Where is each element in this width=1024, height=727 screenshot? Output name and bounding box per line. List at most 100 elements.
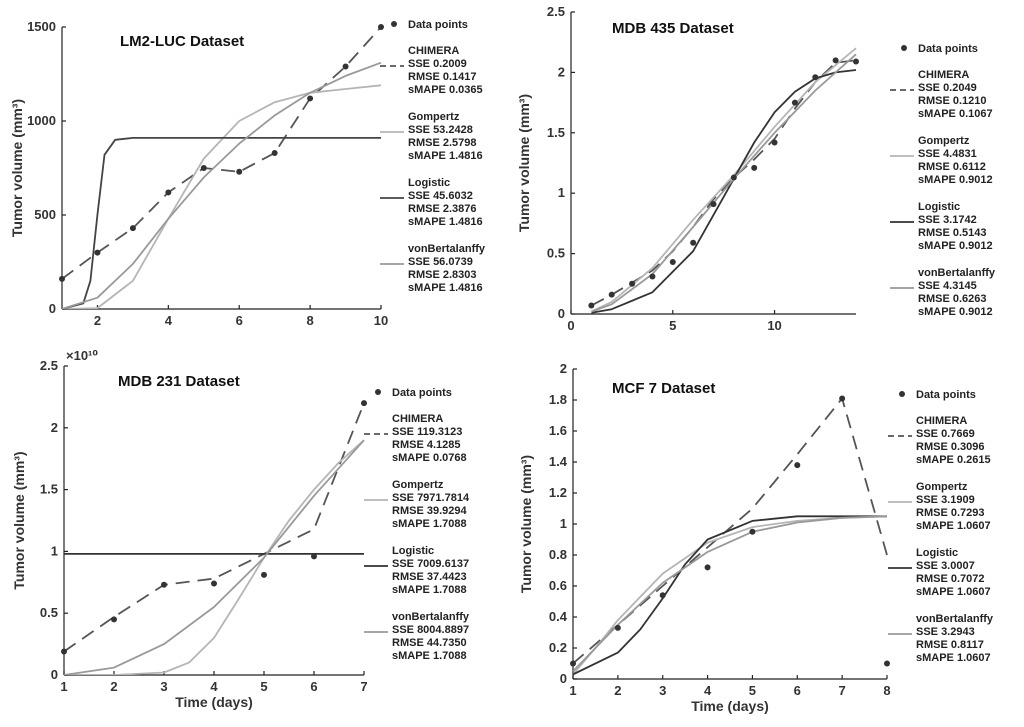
data-point bbox=[794, 462, 801, 469]
x-tick-label: 1 bbox=[60, 679, 67, 694]
x-tick-label: 7 bbox=[839, 683, 846, 698]
data-point bbox=[730, 174, 737, 181]
series-line-logistic bbox=[62, 136, 381, 309]
legend-label-data-points: Data points bbox=[916, 389, 976, 401]
legend-metric: SSE 8004.8897 bbox=[392, 624, 469, 636]
legend-series-name: CHIMERA bbox=[408, 45, 459, 57]
series-line-chimera bbox=[62, 26, 382, 280]
data-point bbox=[832, 57, 839, 64]
series-line-gompertz bbox=[62, 84, 382, 309]
legend-metric: SSE 3.1909 bbox=[916, 494, 975, 506]
legend-label-data-points: Data points bbox=[392, 387, 452, 399]
data-point bbox=[771, 139, 778, 146]
legend-metric: RMSE 37.4423 bbox=[392, 571, 467, 583]
data-point bbox=[94, 249, 101, 256]
data-point bbox=[342, 63, 349, 70]
series-line-vonbertalanffy bbox=[62, 61, 382, 309]
legend-metric: RMSE 0.8117 bbox=[916, 639, 984, 651]
data-point bbox=[236, 168, 243, 175]
legend-series-name: CHIMERA bbox=[392, 413, 443, 425]
chart-title: MDB 435 Dataset bbox=[612, 20, 734, 37]
y-tick-label: 0.6 bbox=[549, 578, 567, 593]
data-point bbox=[608, 291, 615, 298]
legend-metric: sMAPE 1.7088 bbox=[392, 650, 467, 662]
y-scale-note: ×10¹⁰ bbox=[66, 348, 98, 363]
legend-metric: RMSE 0.1210 bbox=[918, 95, 986, 107]
x-tick-label: 4 bbox=[165, 313, 173, 328]
y-tick-label: 1500 bbox=[27, 19, 56, 34]
legend-metric: SSE 53.2428 bbox=[408, 124, 473, 136]
chart-4: 1 2 3 4 5 6 7 8 0 0.2 0.4 0.6 0.8 1 1.2 1.4 1.6 1.8 2 Tumor… bbox=[518, 361, 994, 714]
data-point bbox=[710, 201, 717, 208]
y-tick-label: 0 bbox=[560, 671, 567, 686]
legend-series-name: Gompertz bbox=[916, 481, 968, 493]
x-tick-label: 8 bbox=[306, 313, 313, 328]
series-line-logistic bbox=[573, 515, 887, 676]
y-tick-label: 2.5 bbox=[547, 4, 565, 19]
y-tick-label: 0.5 bbox=[40, 605, 58, 620]
chart-3: 1 2 3 4 5 6 7 0 0.5 1 1.5 2 2.5 ×10¹⁰ Tumor volume (mm… bbox=[11, 348, 470, 710]
chart-2: 0 5 10 0 0.5 1 1.5 2 2.5 Tumor volume (mm³) MDB 43… bbox=[516, 4, 996, 333]
y-tick-label: 1 bbox=[560, 516, 567, 531]
y-tick-label: 1.4 bbox=[549, 454, 568, 469]
legend-series-name: CHIMERA bbox=[916, 415, 967, 427]
y-axis-label: Tumor volume (mm³) bbox=[9, 99, 25, 237]
y-axis-label: Tumor volume (mm³) bbox=[516, 94, 532, 232]
y-tick-label: 2 bbox=[51, 420, 58, 435]
legend-metric: RMSE 0.6112 bbox=[918, 161, 986, 173]
data-point bbox=[749, 528, 756, 535]
series-line-gompertz bbox=[64, 439, 365, 675]
legend-metric: sMAPE 0.0365 bbox=[408, 84, 483, 96]
chart-title: LM2-LUC Dataset bbox=[120, 33, 244, 50]
legend-series-name: Logistic bbox=[408, 177, 450, 189]
legend-series-name: Gompertz bbox=[918, 135, 970, 147]
y-tick-label: 1.6 bbox=[549, 423, 567, 438]
legend-metric: sMAPE 1.4816 bbox=[408, 216, 483, 228]
series-line-chimera bbox=[590, 59, 857, 307]
data-point bbox=[111, 616, 117, 623]
legend-metric: RMSE 2.8303 bbox=[408, 269, 476, 281]
y-tick-label: 0 bbox=[51, 667, 58, 682]
legend-metric: sMAPE 1.0607 bbox=[916, 520, 991, 532]
x-tick-label: 5 bbox=[669, 318, 676, 333]
legend-metric: SSE 56.0739 bbox=[408, 256, 473, 268]
data-point bbox=[271, 149, 278, 156]
data-point bbox=[588, 302, 595, 309]
data-point bbox=[614, 624, 621, 631]
legend-label-data-points: Data points bbox=[918, 43, 978, 55]
legend-metric: sMAPE 0.9012 bbox=[918, 306, 993, 318]
data-point bbox=[129, 225, 136, 232]
legend-metric: SSE 4.3145 bbox=[918, 280, 977, 292]
legend-marker-data-points bbox=[899, 391, 905, 397]
x-tick-label: 8 bbox=[883, 683, 890, 698]
x-tick-label: 4 bbox=[704, 683, 712, 698]
x-tick-label: 6 bbox=[794, 683, 801, 698]
y-tick-label: 2 bbox=[560, 361, 567, 376]
data-point bbox=[751, 164, 758, 171]
legend-metric: sMAPE 0.9012 bbox=[918, 174, 993, 186]
legend-series-name: CHIMERA bbox=[918, 69, 969, 81]
y-tick-label: 2.5 bbox=[40, 358, 58, 373]
x-tick-label: 6 bbox=[236, 313, 243, 328]
legend-metric: SSE 3.0007 bbox=[916, 560, 975, 572]
data-point bbox=[261, 571, 267, 578]
x-tick-label: 2 bbox=[94, 313, 101, 328]
y-tick-label: 0.8 bbox=[549, 547, 567, 562]
x-tick-label: 2 bbox=[110, 679, 117, 694]
y-tick-label: 0.5 bbox=[547, 246, 565, 261]
legend-metric: sMAPE 0.2615 bbox=[916, 454, 991, 466]
x-tick-label: 10 bbox=[374, 313, 388, 328]
x-tick-label: 6 bbox=[310, 679, 317, 694]
legend-series-name: Gompertz bbox=[392, 479, 444, 491]
series-line-chimera bbox=[64, 402, 365, 653]
legend-metric: RMSE 4.1285 bbox=[392, 439, 460, 451]
legend-metric: RMSE 2.3876 bbox=[408, 203, 476, 215]
series-line-gompertz bbox=[591, 47, 857, 313]
legend-metric: SSE 3.1742 bbox=[918, 214, 977, 226]
legend-metric: SSE 3.2943 bbox=[916, 626, 975, 638]
x-tick-label: 10 bbox=[767, 318, 781, 333]
